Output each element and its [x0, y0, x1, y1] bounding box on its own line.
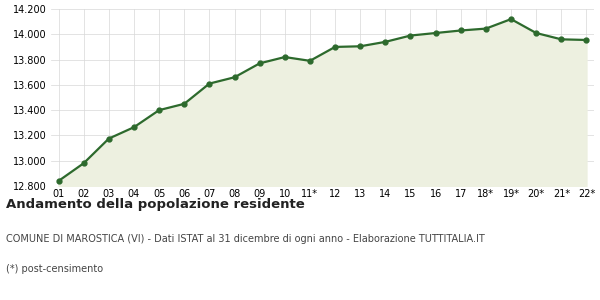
Text: Andamento della popolazione residente: Andamento della popolazione residente: [6, 198, 305, 211]
Text: COMUNE DI MAROSTICA (VI) - Dati ISTAT al 31 dicembre di ogni anno - Elaborazione: COMUNE DI MAROSTICA (VI) - Dati ISTAT al…: [6, 234, 485, 244]
Text: (*) post-censimento: (*) post-censimento: [6, 264, 103, 274]
